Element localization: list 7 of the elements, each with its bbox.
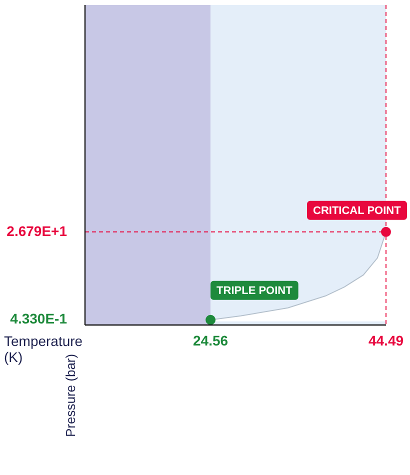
y-axis-title: Pressure (bar) [63,354,78,437]
x-tick-label: 44.49 [368,332,404,348]
annotation: CRITICAL POINT [313,204,402,217]
y-tick-label: 2.679E+1 [6,222,68,239]
y-tick-label: 4.330E-1 [10,310,68,327]
annotation: TRIPLE POINT [216,284,293,297]
x-tick-label: 24.56 [193,332,228,348]
